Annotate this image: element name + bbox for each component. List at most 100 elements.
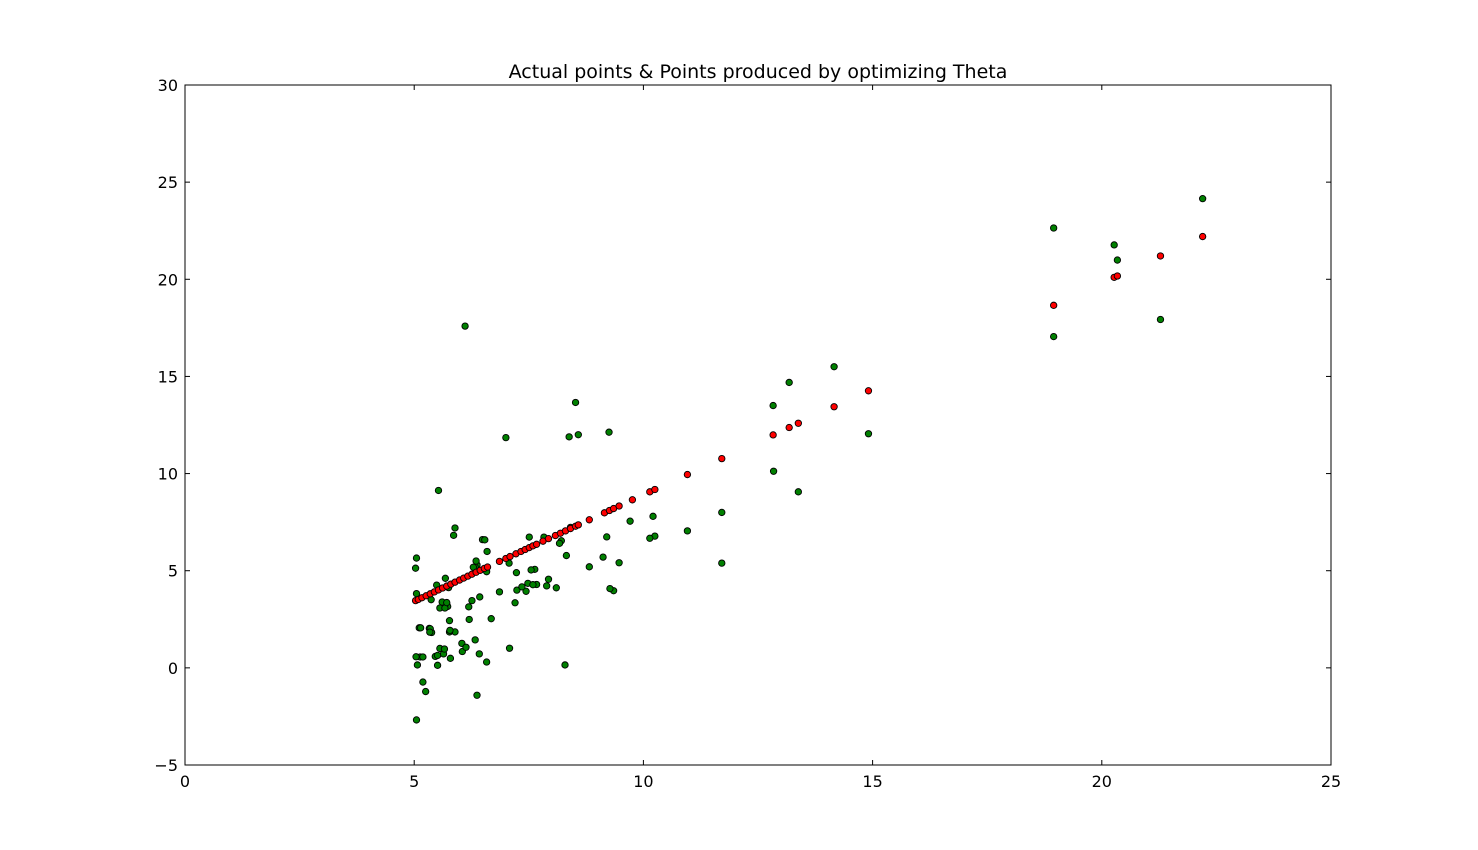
y-tick-label: 5: [168, 562, 178, 581]
actual-point: [433, 661, 442, 669]
y-tick-label: 25: [158, 173, 178, 192]
actual-point: [603, 533, 611, 541]
actual-point: [487, 615, 495, 623]
y-tick-label: 15: [158, 367, 178, 386]
actual-point: [422, 687, 430, 696]
actual-point: [574, 431, 582, 439]
y-tick-label: −5: [154, 756, 178, 775]
y-tick-label: 30: [158, 76, 178, 95]
actual-point: [495, 588, 504, 596]
actual-point: [473, 691, 481, 699]
predicted-point: [544, 535, 553, 543]
actual-point: [505, 644, 514, 652]
actual-point: [443, 598, 451, 607]
actual-point: [426, 628, 434, 636]
actual-point: [1110, 241, 1118, 249]
actual-point: [683, 527, 692, 535]
actual-point: [416, 624, 425, 632]
actual-point: [419, 678, 427, 686]
actual-point: [476, 593, 484, 601]
actual-point: [446, 626, 454, 635]
actual-point: [1156, 315, 1165, 324]
y-tick-label: 10: [158, 465, 178, 484]
x-tick-label: 20: [1092, 772, 1112, 791]
actual-point: [465, 603, 473, 611]
actual-point: [481, 536, 489, 544]
actual-point: [413, 661, 422, 669]
actual-point: [446, 654, 455, 662]
predicted-point: [864, 387, 873, 395]
actual-point: [785, 378, 793, 387]
actual-point: [529, 581, 537, 589]
actual-point: [471, 636, 479, 644]
x-tick-label: 5: [409, 772, 419, 791]
x-tick-label: 25: [1321, 772, 1341, 791]
actual-point: [626, 517, 634, 525]
predicted-point: [628, 496, 637, 504]
actual-point: [522, 587, 530, 595]
actual-point: [513, 586, 521, 594]
plot-area-frame: [184, 84, 1332, 766]
actual-point: [769, 401, 777, 410]
actual-point: [412, 716, 421, 724]
actual-point: [468, 596, 476, 605]
predicted-point: [615, 502, 623, 510]
actual-point: [565, 433, 573, 441]
actual-point: [451, 524, 459, 532]
actual-point: [606, 584, 614, 593]
y-tick-label: 20: [158, 270, 178, 289]
actual-point: [1198, 195, 1207, 203]
actual-point: [605, 428, 613, 436]
predicted-point: [830, 403, 838, 411]
predicted-point: [574, 521, 582, 529]
predicted-point: [1113, 272, 1122, 280]
actual-point: [830, 363, 838, 371]
actual-point: [1050, 224, 1058, 232]
actual-point: [475, 650, 483, 658]
actual-point: [615, 559, 623, 567]
predicted-point: [1156, 252, 1165, 260]
actual-point: [483, 547, 491, 556]
x-tick-label: 15: [862, 772, 882, 791]
predicted-point: [683, 470, 692, 479]
actual-point: [449, 531, 458, 540]
actual-point: [718, 559, 726, 567]
actual-point: [441, 574, 450, 582]
actual-point: [1050, 332, 1058, 341]
x-tick-label: 10: [633, 772, 653, 791]
actual-point: [794, 488, 802, 496]
actual-point: [562, 551, 571, 560]
actual-point: [571, 398, 580, 407]
y-tick-label: 0: [168, 659, 178, 678]
predicted-point: [585, 516, 593, 524]
actual-point: [412, 554, 421, 562]
actual-point: [419, 653, 427, 661]
actual-point: [434, 486, 443, 495]
predicted-point: [651, 485, 659, 494]
actual-point: [433, 651, 442, 660]
predicted-point: [1198, 232, 1207, 241]
actual-point: [440, 645, 449, 653]
actual-point: [718, 508, 726, 517]
predicted-point: [718, 454, 726, 463]
predicted-point: [785, 423, 793, 432]
actual-point: [465, 615, 473, 624]
actual-point: [518, 583, 526, 591]
actual-point: [561, 661, 569, 669]
chart-title: Actual points & Points produced by optim…: [509, 61, 1008, 83]
predicted-point: [769, 431, 777, 439]
actual-point: [585, 563, 593, 571]
actual-point: [544, 575, 553, 583]
data-points: [411, 195, 1207, 724]
actual-point: [511, 599, 519, 607]
actual-point: [461, 322, 469, 330]
predicted-point: [506, 552, 514, 561]
series-1: [411, 232, 1207, 605]
actual-point: [555, 539, 564, 547]
predicted-point: [495, 557, 504, 566]
actual-point: [769, 467, 778, 475]
actual-point: [646, 534, 654, 542]
